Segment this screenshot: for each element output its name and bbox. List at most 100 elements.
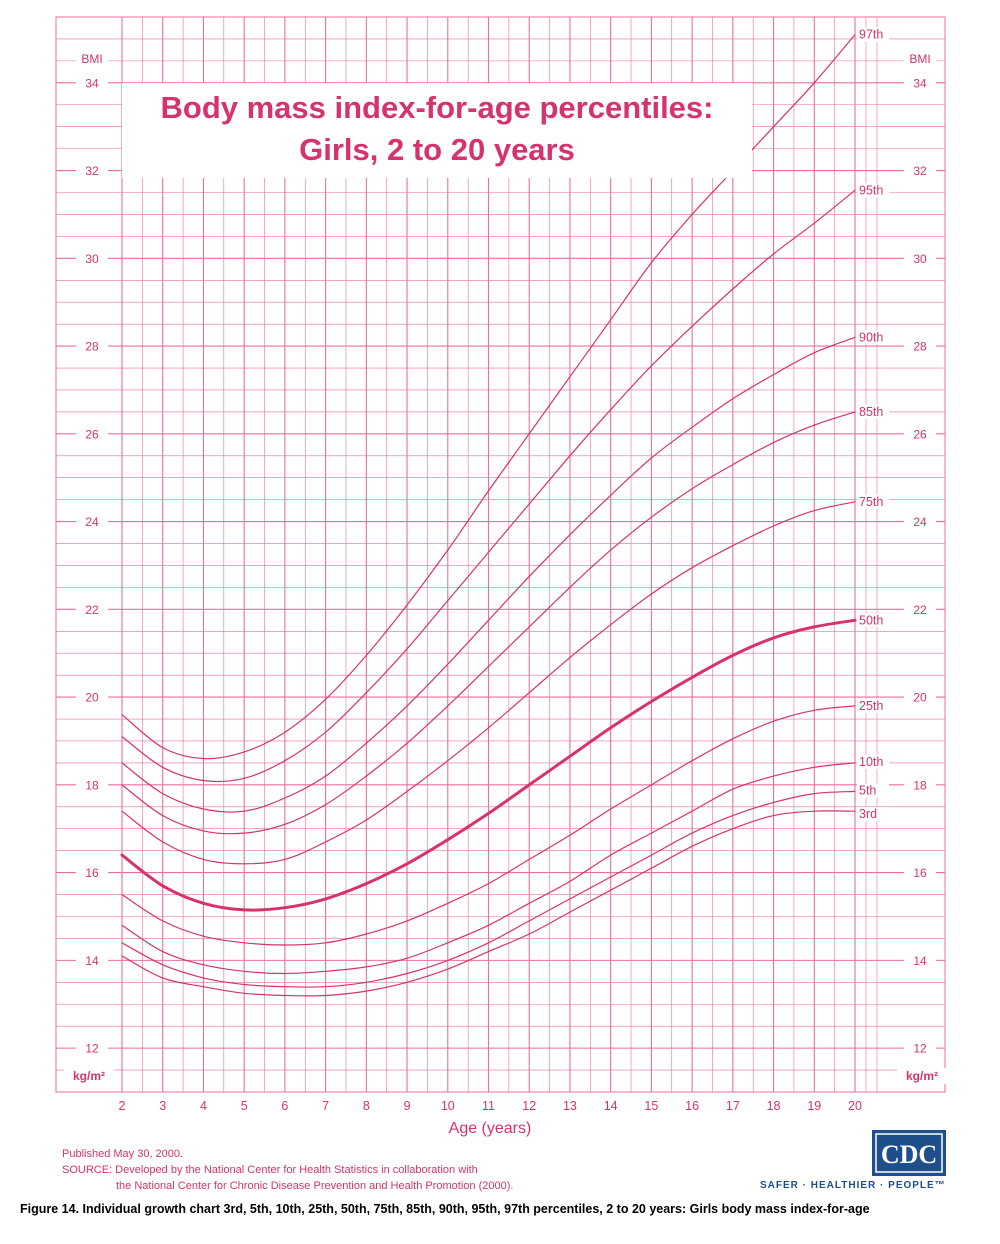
- x-tick-label: 2: [119, 1099, 126, 1113]
- y-tick-label-left: 24: [85, 515, 99, 529]
- curve-label-75th: 75th: [859, 495, 883, 509]
- y-tick-label-bg: [76, 690, 108, 705]
- y-tick-label-bg: [904, 251, 936, 266]
- x-axis: 2 3 4 5 6 7 8 9 10 11 12 13 14 15 16 17 18 19 20: [119, 1099, 862, 1113]
- source-line-2: the National Center for Chronic Disease …: [116, 1180, 514, 1192]
- x-tick-label: 11: [482, 1099, 495, 1113]
- percentile-curves: [120, 34, 857, 997]
- x-tick-label: 4: [200, 1099, 207, 1113]
- y-tick-label-bg: [904, 426, 936, 441]
- curve-label-bg: [857, 330, 889, 345]
- bmi-label-right: BMI: [909, 52, 930, 66]
- y-tick-label-right: 20: [913, 691, 927, 705]
- y-tick-label-left: 14: [85, 954, 99, 968]
- chart-subtitle: Girls, 2 to 20 years: [299, 132, 575, 167]
- unit-label-right: kg/m²: [906, 1069, 938, 1083]
- curve-label-bg: [857, 613, 889, 628]
- y-tick-label-bg: [904, 953, 936, 968]
- y-tick-label-bg: [76, 339, 108, 354]
- x-tick-label: 13: [563, 1099, 577, 1113]
- y-tick-label-right: 26: [913, 427, 927, 441]
- y-tick-label-bg: [904, 777, 936, 792]
- y-tick-label-left: 34: [85, 76, 99, 90]
- curve-label-95th: 95th: [859, 183, 883, 197]
- x-tick-label: 3: [159, 1099, 166, 1113]
- x-tick-label: 6: [281, 1099, 288, 1113]
- curve-95th: [121, 189, 856, 783]
- y-tick-label-left: 32: [85, 164, 99, 178]
- y-tick-label-bg: [76, 1041, 108, 1056]
- y-tick-label-bg: [76, 602, 108, 617]
- figure-caption: Figure 14. Individual growth chart 3rd, …: [20, 1202, 870, 1216]
- x-tick-label: 9: [404, 1099, 411, 1113]
- curve-label-bg: [857, 698, 889, 713]
- curve-label-90th: 90th: [859, 330, 883, 344]
- y-tick-label-right: 14: [913, 954, 927, 968]
- publication-note: Published May 30, 2000. SOURCE: Develope…: [62, 1146, 513, 1194]
- y-tick-label-bg: [904, 163, 936, 178]
- y-tick-label-right: 32: [913, 164, 927, 178]
- y-tick-label-left: 30: [85, 252, 99, 266]
- y-tick-label-left: 20: [85, 691, 99, 705]
- curve-label-10th: 10th: [859, 755, 883, 769]
- y-tick-label-right: 12: [913, 1042, 927, 1056]
- x-tick-label: 16: [685, 1099, 699, 1113]
- y-tick-label-bg: [904, 75, 936, 90]
- curve-label-bg: [857, 754, 889, 769]
- y-tick-label-right: 34: [913, 76, 927, 90]
- curve-label-50th: 50th: [859, 613, 883, 627]
- y-tick-label-bg: [904, 1041, 936, 1056]
- curve-label-85th: 85th: [859, 405, 883, 419]
- y-tick-label-left: 12: [85, 1042, 99, 1056]
- curve-85th: [121, 411, 856, 835]
- chart-grid: [55, 16, 946, 1093]
- y-axis-left: 12 14 16 18 20 22 24 26 28 30 32 34: [76, 75, 108, 1056]
- y-tick-label-left: 26: [85, 427, 99, 441]
- cdc-logo-text: CDC: [881, 1140, 937, 1169]
- y-tick-label-bg: [76, 75, 108, 90]
- x-tick-label: 5: [241, 1099, 248, 1113]
- x-tick-label: 20: [848, 1099, 862, 1113]
- curve-label-bg: [857, 27, 889, 42]
- curve-label-bg: [857, 183, 889, 198]
- curve-5th: [121, 790, 856, 988]
- x-tick-label: 19: [807, 1099, 821, 1113]
- x-tick-label: 17: [726, 1099, 740, 1113]
- curve-10th: [121, 762, 856, 975]
- curve-50th: [120, 618, 857, 912]
- source-line-1: SOURCE: Developed by the National Center…: [62, 1164, 478, 1176]
- curve-label-bg: [857, 494, 889, 509]
- curve-label-bg: [857, 783, 889, 798]
- x-tick-label: 12: [522, 1099, 536, 1113]
- y-tick-label-bg: [904, 690, 936, 705]
- chart-title: Body mass index-for-age percentiles:: [161, 90, 714, 125]
- curve-label-25th: 25th: [859, 699, 883, 713]
- curve-label-3rd: 3rd: [859, 807, 877, 821]
- y-tick-label-right: 16: [913, 866, 927, 880]
- y-tick-label-bg: [904, 602, 936, 617]
- x-tick-label: 18: [767, 1099, 781, 1113]
- cdc-logo: CDC: [872, 1130, 946, 1176]
- x-tick-label: 8: [363, 1099, 370, 1113]
- y-tick-label-left: 22: [85, 603, 99, 617]
- bmi-label-left: BMI: [81, 52, 102, 66]
- bmi-label-right-bg: [904, 52, 936, 66]
- y-tick-label-bg: [76, 163, 108, 178]
- curve-label-97th: 97th: [859, 28, 883, 42]
- y-tick-label-bg: [76, 514, 108, 529]
- cdc-tagline: SAFER · HEALTHIER · PEOPLE™: [760, 1180, 946, 1191]
- bmi-label-left-bg: [76, 52, 108, 66]
- y-tick-label-right: 24: [913, 515, 927, 529]
- curve-label-5th: 5th: [859, 783, 876, 797]
- y-axis-right: 12 14 16 18 20 22 24 26 28 30 32 34: [904, 75, 936, 1056]
- x-tick-label: 14: [604, 1099, 618, 1113]
- curve-90th: [121, 336, 856, 813]
- curve-label-bg: [857, 807, 889, 822]
- y-tick-label-bg: [904, 514, 936, 529]
- unit-label-left: kg/m²: [73, 1069, 105, 1083]
- y-tick-label-bg: [904, 865, 936, 880]
- published-date: Published May 30, 2000.: [62, 1148, 184, 1160]
- y-tick-label-left: 28: [85, 340, 99, 354]
- title-box: [122, 83, 752, 178]
